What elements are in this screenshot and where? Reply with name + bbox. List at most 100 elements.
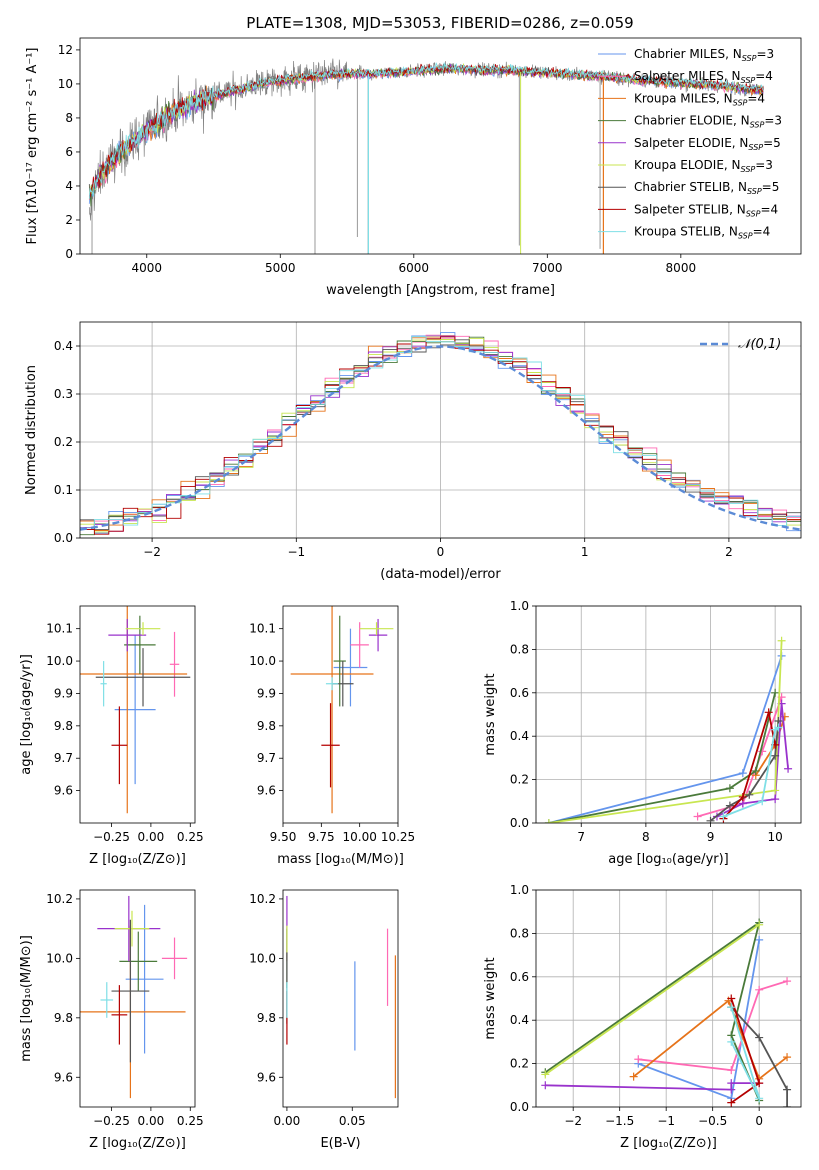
axis-label-y: age [log₁₀(age/yr)] [19, 654, 34, 775]
massweight-marker [783, 1103, 792, 1107]
tick-label-y: 0.0 [510, 1100, 529, 1114]
tick-label-y: 0.6 [510, 686, 529, 700]
massweight-marker [745, 790, 754, 799]
massweight-marker [727, 1098, 736, 1107]
massweight-marker [751, 766, 760, 775]
massweight-marker [541, 1070, 550, 1079]
tick-label-y: 0.4 [510, 729, 529, 743]
massweight-marker [706, 816, 715, 823]
tick-label-x: 0.00 [138, 830, 165, 844]
massweight-marker [738, 769, 747, 778]
mass_vs_Z-axes: −0.25 0.00 0.25 9.6 9.8 10.0 10.2 Z [log₁₀(Z/Z⊙… [19, 892, 204, 1151]
axis-label-y: mass weight [483, 957, 498, 1039]
massweight-line [548, 655, 783, 823]
tick-label-x: −0.5 [698, 1114, 727, 1128]
massweight-line [544, 923, 760, 1076]
tick-label-y: 0.0 [510, 816, 529, 830]
axis-label-y: mass [log₁₀(M/M⊙)] [19, 935, 34, 1062]
legend-label: Salpeter STELIB, NSSP=4 [634, 202, 778, 218]
axis-label-x: Z [log₁₀(Z/Z⊙)] [89, 1136, 186, 1151]
legend-label: Chabrier STELIB, NSSP=5 [634, 180, 779, 196]
tick-label-x: 10.00 [342, 830, 376, 844]
spectrum-model-line [88, 62, 764, 199]
massweight-marker [634, 1055, 643, 1064]
massweight-marker [771, 751, 780, 760]
residuals-axes: −2 −1 0 1 2 0.0 0.1 0.2 0.3 0.4 (data-model)/error… [24, 322, 801, 582]
tick-label-y: 9.9 [257, 686, 276, 700]
tick-label-y: 9.6 [54, 784, 73, 798]
massweight-marker [544, 819, 553, 823]
mass_vs_Z-frame [79, 889, 196, 1108]
tick-label-x: −2 [143, 545, 161, 559]
massweight-marker [783, 1085, 792, 1094]
axis-label-y: Flux [fλ10⁻¹⁷ erg cm⁻² s⁻¹ A⁻¹] [25, 48, 40, 245]
tick-label-x: 9.50 [270, 830, 297, 844]
tick-label-x: 10.25 [381, 830, 415, 844]
axis-label-x: age [log₁₀(age/yr)] [608, 852, 729, 867]
tick-label-y: 9.7 [257, 751, 276, 765]
tick-label-x: 7000 [532, 261, 563, 275]
tick-label-y: 12 [58, 43, 73, 57]
tick-label-y: 10.0 [249, 654, 276, 668]
massweight-marker [771, 795, 780, 804]
massweight-marker [783, 977, 792, 986]
massweight-marker [764, 708, 773, 717]
tick-label-x: 0.00 [274, 1114, 301, 1128]
legend-label: Kroupa MILES, NSSP=4 [634, 91, 765, 107]
histogram-step [80, 336, 801, 535]
massweight-line [633, 999, 788, 1081]
tick-label-x: 0.05 [339, 1114, 366, 1128]
histogram-step [80, 336, 801, 529]
axis-label-x: Z [log₁₀(Z/Z⊙)] [620, 1136, 717, 1151]
tick-label-y: 0.1 [54, 483, 73, 497]
axis-label-x: E(B-V) [320, 1136, 360, 1151]
massweight-marker [755, 1094, 764, 1103]
residuals-frame [79, 321, 802, 539]
legend-label: Chabrier MILES, NSSP=3 [634, 47, 774, 63]
tick-label-x: 6000 [399, 261, 430, 275]
massweight_vs_Z-axes: −2 −1.5 −1 −0.5 0 0.0 0.2 0.4 0.6 0.8 1.0 Z [log₁₀(… [483, 883, 801, 1151]
figure-title: PLATE=1308, MJD=53053, FIBERID=0286, z=0… [246, 14, 633, 32]
age_vs_mass-frame [282, 605, 399, 824]
spectrum-axes: 4000 5000 6000 7000 8000 0 2 4 6 8 10 12 wavelength … [25, 43, 696, 298]
tick-label-y: 10.0 [249, 951, 276, 965]
massweight-line [723, 726, 779, 818]
massweight-marker [771, 688, 780, 697]
tick-label-x: 0.25 [177, 830, 204, 844]
tick-label-y: 0.8 [510, 926, 529, 940]
tick-label-y: 8 [65, 111, 73, 125]
massweight-line [545, 1082, 760, 1091]
massweight-marker [784, 764, 793, 773]
tick-label-y: 9.6 [257, 1070, 276, 1084]
gaussian-curve [80, 345, 801, 531]
massweight-marker [541, 1081, 550, 1090]
massweight-marker [777, 636, 786, 645]
massweight-marker [738, 792, 747, 801]
massweight-marker [727, 1003, 736, 1012]
massweight-marker [727, 994, 736, 1003]
tick-label-x: 0.25 [177, 1114, 204, 1128]
massweight-line [722, 712, 776, 820]
tick-label-y: 1.0 [510, 883, 529, 897]
mass_vs_EBV-frame [282, 889, 399, 1108]
massweight-marker [727, 1079, 736, 1088]
tick-label-y: 10 [58, 77, 73, 91]
axis-label-x: Z [log₁₀(Z/Z⊙)] [89, 852, 186, 867]
age_vs_Z-frame [79, 605, 196, 824]
tick-label-y: 0.2 [54, 435, 73, 449]
tick-label-x: 9.75 [308, 830, 335, 844]
tick-label-x: 1 [581, 545, 589, 559]
tick-label-y: 0.6 [510, 970, 529, 984]
massweight-marker [758, 747, 767, 756]
tick-label-y: 9.7 [54, 751, 73, 765]
age_vs_mass-axes: 9.50 9.75 10.00 10.25 9.6 9.7 9.8 9.9 10.0 10.1 ma… [249, 622, 415, 867]
massweight-marker [758, 797, 767, 806]
tick-label-x: 0 [755, 1114, 763, 1128]
axis-label-x: (data-model)/error [380, 567, 501, 582]
massweight_vs_age-frame [535, 605, 802, 824]
tick-label-y: 10.1 [249, 622, 276, 636]
tick-label-y: 0.4 [54, 339, 73, 353]
tick-label-x: 0 [437, 545, 445, 559]
tick-label-x: −1 [287, 545, 305, 559]
